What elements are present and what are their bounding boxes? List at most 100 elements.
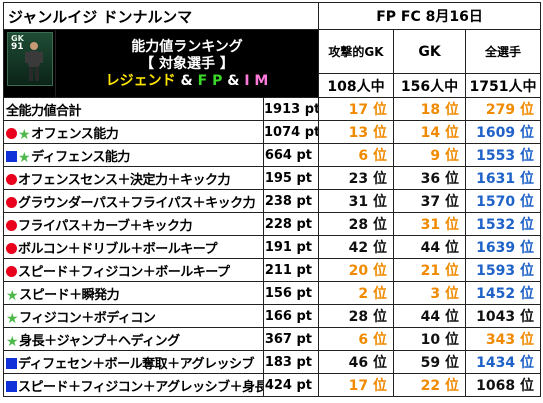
rank-all: 1570 位 [464, 189, 542, 213]
ranking-row: オフェンスセンス＋決定力＋キック力 195 pt 23 位 36 位 1631 位 [3, 166, 542, 190]
rank-all: 1631 位 [464, 166, 542, 190]
column-header-offensive-gk: 攻撃的GK [318, 29, 394, 74]
rank-all: 1068 位 [464, 373, 542, 397]
count-gk: 156人中 [393, 73, 466, 98]
star-icon: ★ [18, 126, 31, 143]
stat-points: 191 pt [263, 235, 319, 259]
rank-gk: 14 位 [393, 120, 466, 144]
stat-label-text: オフェンスセンス＋決定力＋キック力 [18, 172, 230, 188]
stat-label: ★身長＋ジャンプ＋ヘディング [3, 327, 264, 351]
rank-gk: 18 位 [393, 97, 466, 121]
count-all: 1751人中 [464, 73, 542, 98]
rank-all: 1043 位 [464, 304, 542, 328]
star-icon: ★ [18, 149, 31, 166]
stat-label-text: スピード＋フィジコン＋ボールキープ [18, 264, 230, 280]
rank-gk: 3 位 [393, 281, 466, 305]
player-figure-icon [25, 42, 43, 81]
stat-points: 664 pt [263, 143, 319, 167]
red-bullet-icon [6, 219, 17, 231]
rank-all: 1553 位 [464, 143, 542, 167]
rank-offensive-gk: 17 位 [318, 97, 394, 121]
card-overall: 91 [11, 42, 24, 52]
rank-offensive-gk: 6 位 [318, 143, 394, 167]
rank-gk: 37 位 [393, 189, 466, 213]
rank-all: 343 位 [464, 327, 542, 351]
ranking-row: グラウンダーパス＋フライパス＋キック力 238 pt 31 位 37 位 1570 位 [3, 189, 542, 213]
rank-all: 1609 位 [464, 120, 542, 144]
stat-points: 183 pt [263, 350, 319, 374]
rank-offensive-gk: 17 位 [318, 373, 394, 397]
red-bullet-icon [6, 196, 17, 208]
stat-label-text: スピード＋フィジコン＋アグレッシブ＋身長 [18, 379, 264, 395]
ranking-row: スピード＋フィジコン＋アグレッシブ＋身長 424 pt 17 位 22 位 1068 位 [3, 373, 542, 397]
legend-amp-1: & [180, 73, 193, 89]
ranking-title: 能力値ランキング [131, 39, 243, 55]
stat-points: 195 pt [263, 166, 319, 190]
rank-gk: 10 位 [393, 327, 466, 351]
legend-im: I M [244, 73, 269, 89]
stat-points: 238 pt [263, 189, 319, 213]
rank-gk: 22 位 [393, 373, 466, 397]
stat-label: ボルコン＋ドリブル＋ボールキープ [3, 235, 264, 259]
ranking-row: ★フィジコン＋ボディコン 166 pt 28 位 44 位 1043 位 [3, 304, 542, 328]
rank-gk: 44 位 [393, 304, 466, 328]
rank-gk: 59 位 [393, 350, 466, 374]
ranking-header-block: 能力値ランキング 【 対象選手 】 レジェンド & F P & I M [55, 29, 319, 98]
stat-points: 424 pt [263, 373, 319, 397]
rank-offensive-gk: 2 位 [318, 281, 394, 305]
rank-gk: 44 位 [393, 235, 466, 259]
rank-all: 1532 位 [464, 212, 542, 236]
column-header-all: 全選手 [464, 29, 542, 74]
rank-all: 1593 位 [464, 258, 542, 282]
rank-offensive-gk: 46 位 [318, 350, 394, 374]
rank-offensive-gk: 28 位 [318, 304, 394, 328]
stat-label: フライパス＋カーブ＋キック力 [3, 212, 264, 236]
stat-points: 1074 pt [263, 120, 319, 144]
ranking-row: ★身長＋ジャンプ＋ヘディング 367 pt 6 位 10 位 343 位 [3, 327, 542, 351]
count-offensive-gk: 108人中 [318, 73, 394, 98]
stat-label-text: ディフェンス能力 [31, 149, 130, 165]
red-bullet-icon [6, 173, 17, 185]
legend-line: レジェンド & F P & I M [57, 73, 318, 90]
red-bullet-icon [6, 242, 17, 254]
rank-all: 1452 位 [464, 281, 542, 305]
stat-label-text: 全能力値合計 [6, 103, 82, 119]
rank-offensive-gk: 6 位 [318, 327, 394, 351]
rank-all: 279 位 [464, 97, 542, 121]
star-icon: ★ [6, 333, 19, 350]
rank-gk: 31 位 [393, 212, 466, 236]
blue-square-icon [6, 357, 17, 369]
stat-label-text: フィジコン＋ボディコン [19, 310, 156, 326]
blue-square-icon [6, 150, 17, 162]
player-name: ジャンルイジ ドンナルンマ [3, 2, 319, 30]
star-icon: ★ [6, 310, 19, 327]
rank-offensive-gk: 42 位 [318, 235, 394, 259]
ranking-row: ★オフェンス能力 1074 pt 13 位 14 位 1609 位 [3, 120, 542, 144]
stat-label: 全能力値合計 [3, 97, 264, 121]
stat-label: スピード＋フィジコン＋ボールキープ [3, 258, 264, 282]
stat-label: ★ディフェンス能力 [3, 143, 264, 167]
rank-offensive-gk: 23 位 [318, 166, 394, 190]
stat-label: ★フィジコン＋ボディコン [3, 304, 264, 328]
legend-amp-2: & [227, 73, 240, 89]
player-card-icon: GK 91 [7, 32, 53, 86]
card-position: GK [11, 34, 24, 43]
ranking-row: 全能力値合計 1913 pt 17 位 18 位 279 位 [3, 97, 542, 121]
rank-offensive-gk: 31 位 [318, 189, 394, 213]
stat-label-text: フライパス＋カーブ＋キック力 [18, 218, 192, 234]
red-bullet-icon [6, 127, 17, 139]
rank-gk: 21 位 [393, 258, 466, 282]
player-card-cell: GK 91 [3, 29, 56, 98]
ranking-table: ジャンルイジ ドンナルンマ FP FC 8月16日 GK 91 [3, 2, 542, 397]
column-header-gk: GK [393, 29, 466, 74]
stat-label: ★スピード＋瞬発力 [3, 281, 264, 305]
stat-label: スピード＋フィジコン＋アグレッシブ＋身長 [3, 373, 264, 397]
stat-label: オフェンスセンス＋決定力＋キック力 [3, 166, 264, 190]
red-bullet-icon [6, 265, 17, 277]
rank-all: 1434 位 [464, 350, 542, 374]
stat-label-text: ボルコン＋ドリブル＋ボールキープ [18, 241, 217, 257]
stat-points: 166 pt [263, 304, 319, 328]
stat-points: 156 pt [263, 281, 319, 305]
stat-label: ディフェセン＋ボール奪取＋アグレッシブ [3, 350, 264, 374]
